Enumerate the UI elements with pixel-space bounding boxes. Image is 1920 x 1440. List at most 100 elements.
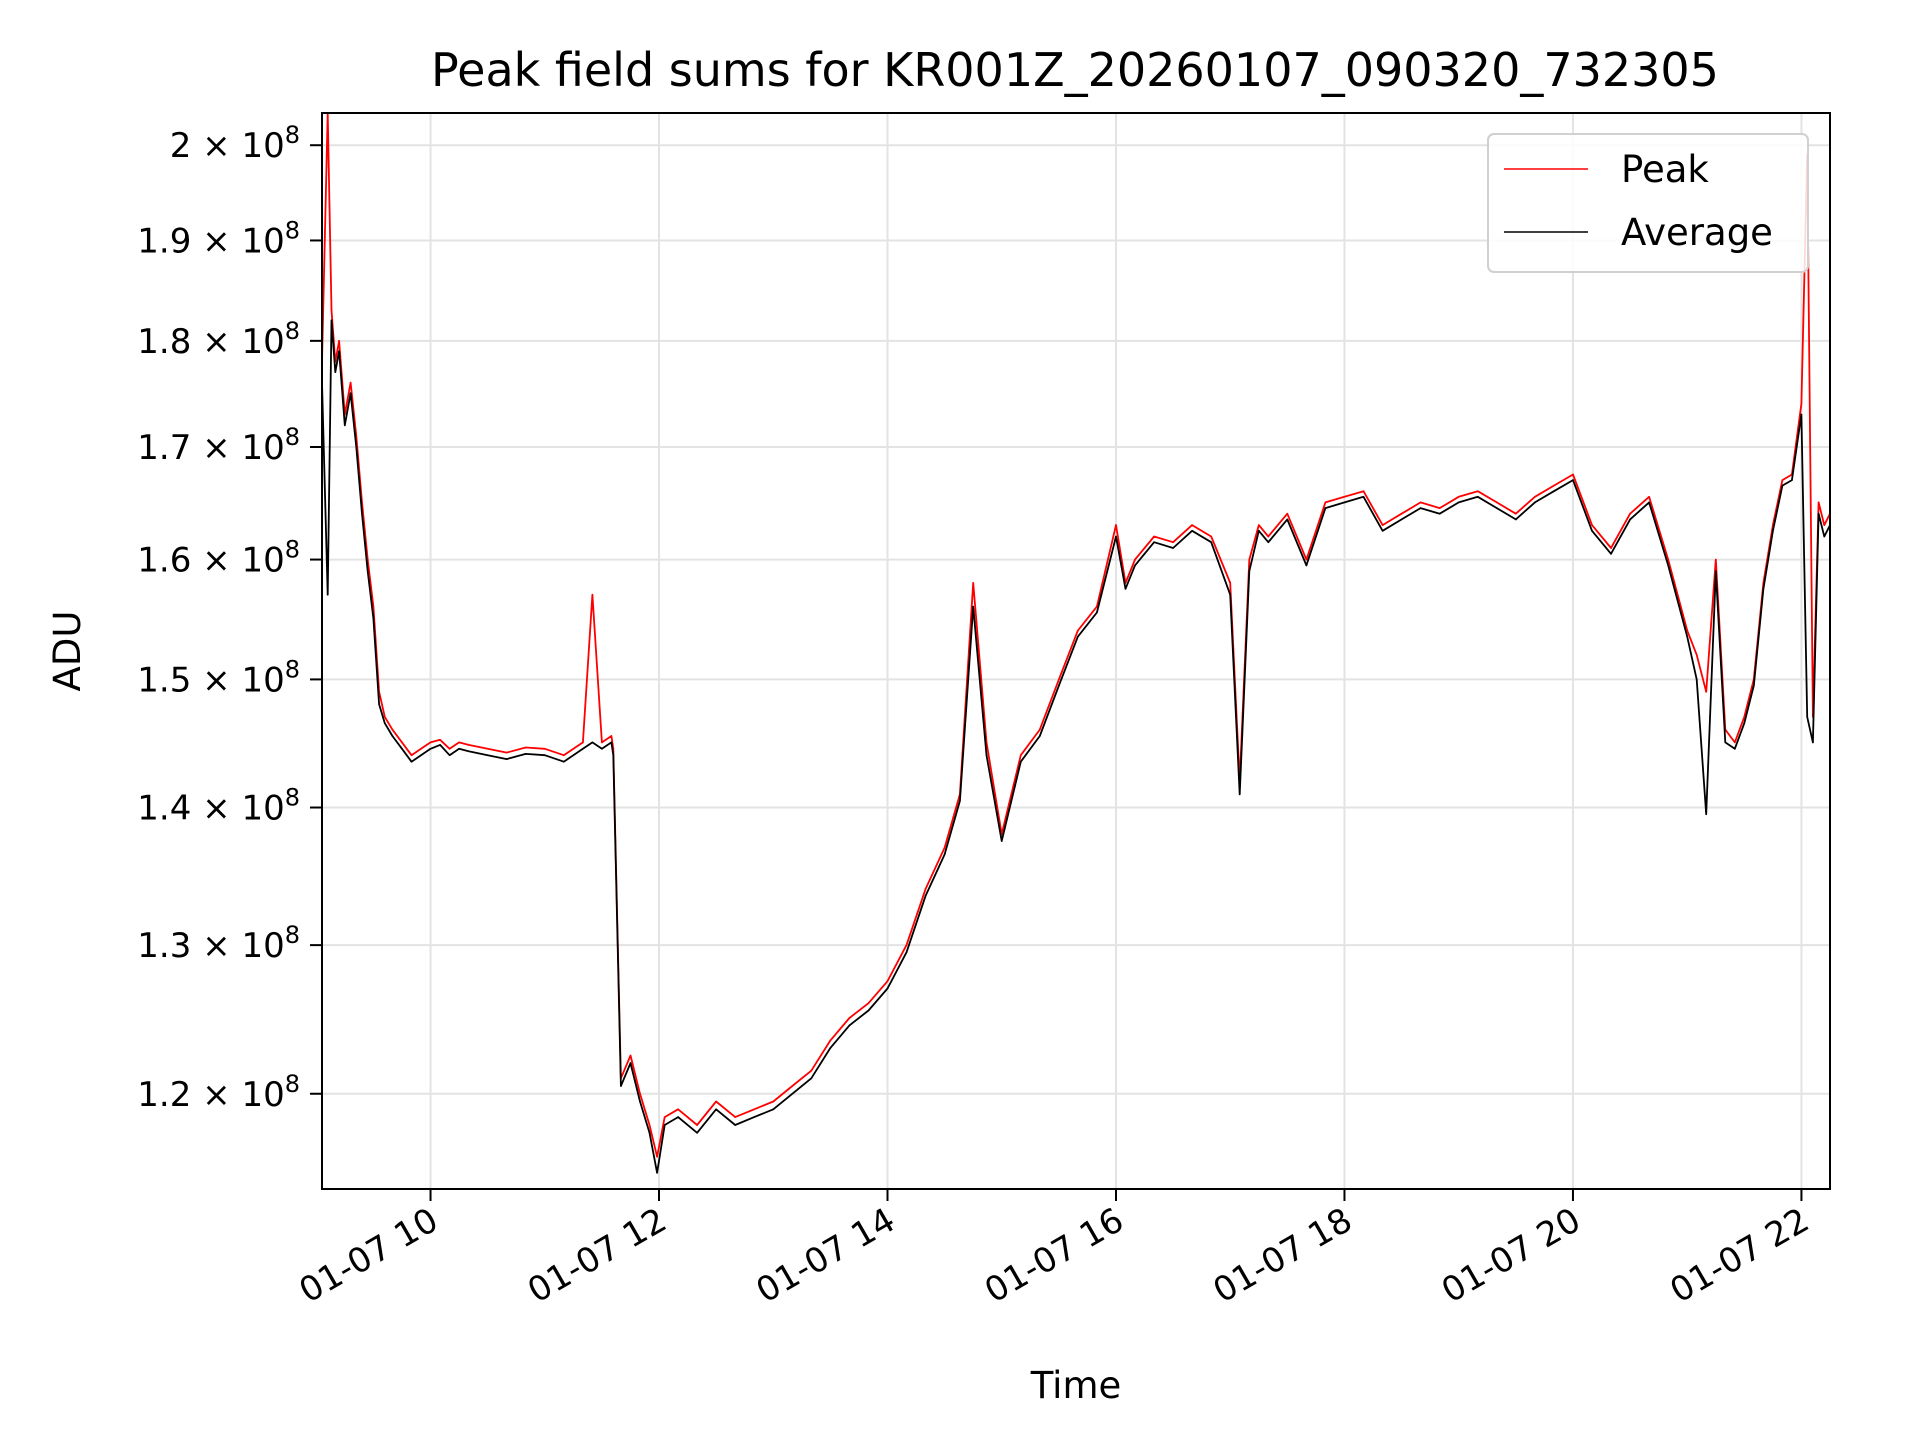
data-point-average xyxy=(563,760,565,763)
data-point-peak xyxy=(1324,501,1327,504)
data-point-peak xyxy=(1705,691,1707,693)
data-point-peak xyxy=(1020,754,1022,756)
x-tick-label: 01-07 16 xyxy=(978,1200,1130,1311)
data-point-average xyxy=(1823,535,1826,538)
data-point-peak xyxy=(1305,558,1308,561)
x-tick-label: 01-07 22 xyxy=(1664,1200,1816,1311)
data-point-average xyxy=(1115,535,1117,538)
data-point-peak xyxy=(429,741,432,744)
y-tick-label: 1.8 × 108 xyxy=(137,317,300,362)
data-point-average xyxy=(1258,530,1260,532)
data-point-average xyxy=(943,853,946,856)
data-point-average xyxy=(1477,496,1479,498)
data-point-peak xyxy=(1362,490,1365,493)
data-point-average xyxy=(1134,564,1136,567)
data-point-peak xyxy=(1115,524,1117,526)
data-point-average xyxy=(486,754,489,756)
y-tick-label: 1.2 × 108 xyxy=(137,1070,300,1115)
data-point-average xyxy=(1791,479,1793,481)
data-point-average xyxy=(677,1116,679,1118)
data-point-peak xyxy=(505,751,508,754)
data-point-average xyxy=(1715,570,1717,572)
data-point-peak xyxy=(544,748,546,750)
data-point-average xyxy=(448,754,451,756)
data-point-average xyxy=(1286,518,1289,521)
data-point-average xyxy=(648,1132,651,1134)
data-point-average xyxy=(612,754,615,756)
data-point-average xyxy=(1058,684,1060,687)
data-point-average xyxy=(1553,490,1555,493)
data-point-peak xyxy=(1695,654,1698,656)
data-point-average xyxy=(361,512,363,515)
data-point-average xyxy=(924,895,927,897)
data-point-average xyxy=(355,446,358,448)
data-point-average xyxy=(1039,735,1041,737)
data-point-peak xyxy=(1381,524,1384,526)
data-point-average xyxy=(372,617,375,620)
data-point-average xyxy=(1817,512,1820,515)
data-point-peak xyxy=(1286,512,1289,515)
data-point-average xyxy=(867,1009,870,1012)
data-point-average xyxy=(1591,530,1593,532)
data-point-average xyxy=(1572,479,1574,481)
data-point-average xyxy=(1686,635,1688,638)
y-tick-label: 1.5 × 108 xyxy=(137,655,300,700)
data-point-average xyxy=(663,1124,666,1126)
data-point-average xyxy=(1667,564,1669,567)
data-point-average xyxy=(1734,748,1736,750)
data-point-average xyxy=(1077,635,1079,638)
data-point-average xyxy=(439,744,441,746)
y-axis-ticks: 1.2 × 108 1.3 × 108 1.4 × 108 1.5 × 108 1.6 … xyxy=(137,121,322,1115)
data-point-average xyxy=(1248,570,1251,572)
data-point-average xyxy=(601,748,603,750)
data-point-peak xyxy=(372,605,375,608)
data-point-average xyxy=(1153,541,1155,543)
data-point-average xyxy=(330,319,333,322)
data-point-peak xyxy=(715,1100,717,1103)
data-point-average xyxy=(391,735,394,737)
data-point-peak xyxy=(1267,535,1270,538)
data-point-peak xyxy=(601,741,603,744)
y-tick-label: 1.3 × 108 xyxy=(137,921,300,966)
data-point-average xyxy=(366,570,369,572)
data-point-peak xyxy=(1686,629,1688,632)
y-tick-label: 2 × 108 xyxy=(170,121,300,166)
data-point-average xyxy=(791,1093,794,1095)
data-point-peak xyxy=(1077,629,1079,632)
data-point-peak xyxy=(458,741,460,744)
data-point-average xyxy=(349,392,352,395)
data-point-peak xyxy=(1039,728,1041,731)
data-point-peak xyxy=(734,1116,736,1118)
data-point-peak xyxy=(1553,484,1555,487)
data-point-peak xyxy=(1610,547,1612,549)
y-tick-label: 1.7 × 108 xyxy=(137,423,300,468)
data-point-average xyxy=(1457,501,1460,504)
data-point-average xyxy=(1419,507,1422,509)
x-tick-label: 01-07 14 xyxy=(750,1200,902,1311)
data-point-average xyxy=(420,754,422,756)
data-point-peak xyxy=(610,735,613,737)
data-point-average xyxy=(1772,530,1774,532)
data-point-average xyxy=(401,748,403,750)
data-point-peak xyxy=(1734,741,1736,744)
data-point-peak xyxy=(629,1054,632,1057)
x-axis-label: Time xyxy=(1030,1364,1122,1407)
legend-label-average: Average xyxy=(1621,211,1773,254)
data-point-peak xyxy=(1496,501,1498,504)
data-point-average xyxy=(629,1062,632,1064)
data-point-peak xyxy=(1648,496,1650,498)
grid-lines xyxy=(322,113,1830,1189)
data-point-average xyxy=(1400,518,1403,521)
data-point-average xyxy=(1000,840,1003,842)
data-point-average xyxy=(1753,684,1755,687)
data-point-average xyxy=(384,722,386,724)
data-point-peak xyxy=(1096,605,1098,608)
data-point-peak xyxy=(810,1069,813,1072)
data-point-average xyxy=(734,1124,736,1126)
data-point-peak xyxy=(1258,524,1260,526)
data-point-average xyxy=(410,760,413,763)
data-point-peak xyxy=(1800,403,1803,405)
data-point-peak xyxy=(1629,512,1631,515)
data-point-peak xyxy=(663,1116,666,1118)
